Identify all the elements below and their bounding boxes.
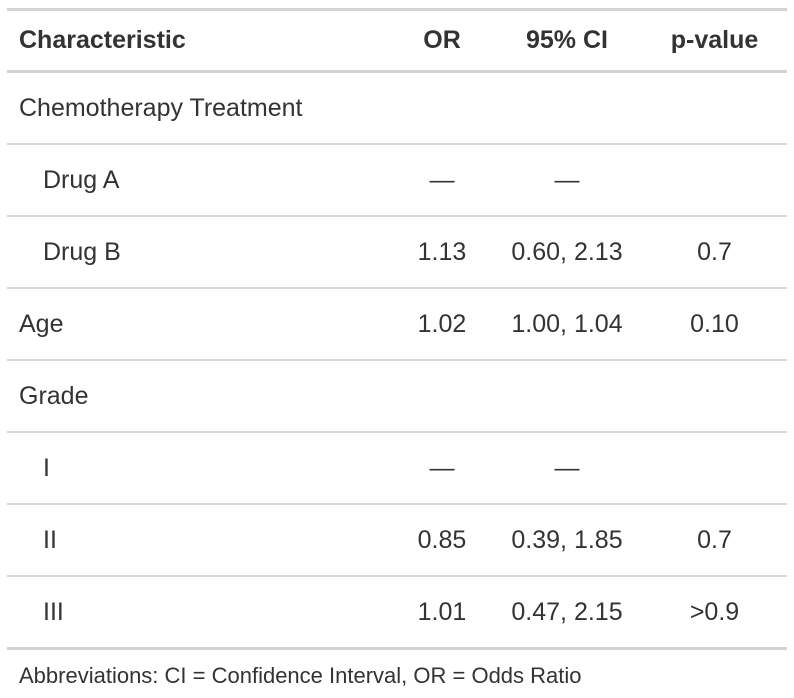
pvalue-cell: 0.7 — [642, 503, 787, 576]
table-row: III 1.01 0.47, 2.15 >0.9 — [7, 575, 787, 650]
ci-cell — [492, 359, 642, 432]
pvalue-cell: 0.10 — [642, 287, 787, 360]
column-header-characteristic: Characteristic — [7, 8, 392, 73]
table-header-row: Characteristic OR 95% CI p-value — [7, 8, 787, 73]
regression-summary-container: Characteristic OR 95% CI p-value Chemoth… — [7, 8, 787, 698]
ci-cell: 0.39, 1.85 — [492, 503, 642, 576]
table-row: Age 1.02 1.00, 1.04 0.10 — [7, 287, 787, 360]
table-row: Drug B 1.13 0.60, 2.13 0.7 — [7, 215, 787, 288]
pvalue-cell — [642, 359, 787, 432]
or-cell: — — [392, 143, 492, 216]
pvalue-cell — [642, 431, 787, 504]
characteristic-cell: II — [7, 503, 392, 576]
ci-cell: — — [492, 431, 642, 504]
characteristic-cell: Chemotherapy Treatment — [19, 94, 303, 122]
table-footer-row: Abbreviations: CI = Confidence Interval,… — [7, 648, 787, 698]
characteristic-cell: Drug A — [7, 143, 392, 216]
pvalue-cell — [642, 143, 787, 216]
characteristic-cell: Drug B — [7, 215, 392, 288]
pvalue-cell: 0.7 — [642, 215, 787, 288]
ci-cell — [492, 72, 642, 145]
table-footnote: Abbreviations: CI = Confidence Interval,… — [7, 648, 787, 698]
table-body: Chemotherapy Treatment Drug A — — Drug B… — [7, 72, 787, 650]
ci-cell: — — [492, 143, 642, 216]
ci-cell: 0.60, 2.13 — [492, 215, 642, 288]
column-header-or: OR — [392, 8, 492, 73]
or-cell: 1.02 — [392, 287, 492, 360]
summary-table: Characteristic OR 95% CI p-value Chemoth… — [7, 8, 787, 698]
ci-cell: 1.00, 1.04 — [492, 287, 642, 360]
table-row: Drug A — — — [7, 143, 787, 216]
or-cell — [392, 359, 492, 432]
or-cell — [392, 72, 492, 145]
or-cell: — — [392, 431, 492, 504]
characteristic-cell: Age — [7, 287, 392, 360]
or-cell: 1.01 — [392, 575, 492, 650]
table-row: Chemotherapy Treatment — [7, 72, 787, 145]
ci-cell: 0.47, 2.15 — [492, 575, 642, 650]
table-row: II 0.85 0.39, 1.85 0.7 — [7, 503, 787, 576]
characteristic-cell: III — [7, 575, 392, 650]
characteristic-cell: Grade — [7, 359, 392, 432]
or-cell: 0.85 — [392, 503, 492, 576]
pvalue-cell — [642, 72, 787, 145]
table-row: Grade — [7, 359, 787, 432]
table-row: I — — — [7, 431, 787, 504]
pvalue-cell: >0.9 — [642, 575, 787, 650]
column-header-pvalue: p-value — [642, 8, 787, 73]
characteristic-cell: I — [7, 431, 392, 504]
column-header-ci: 95% CI — [492, 8, 642, 73]
or-cell: 1.13 — [392, 215, 492, 288]
